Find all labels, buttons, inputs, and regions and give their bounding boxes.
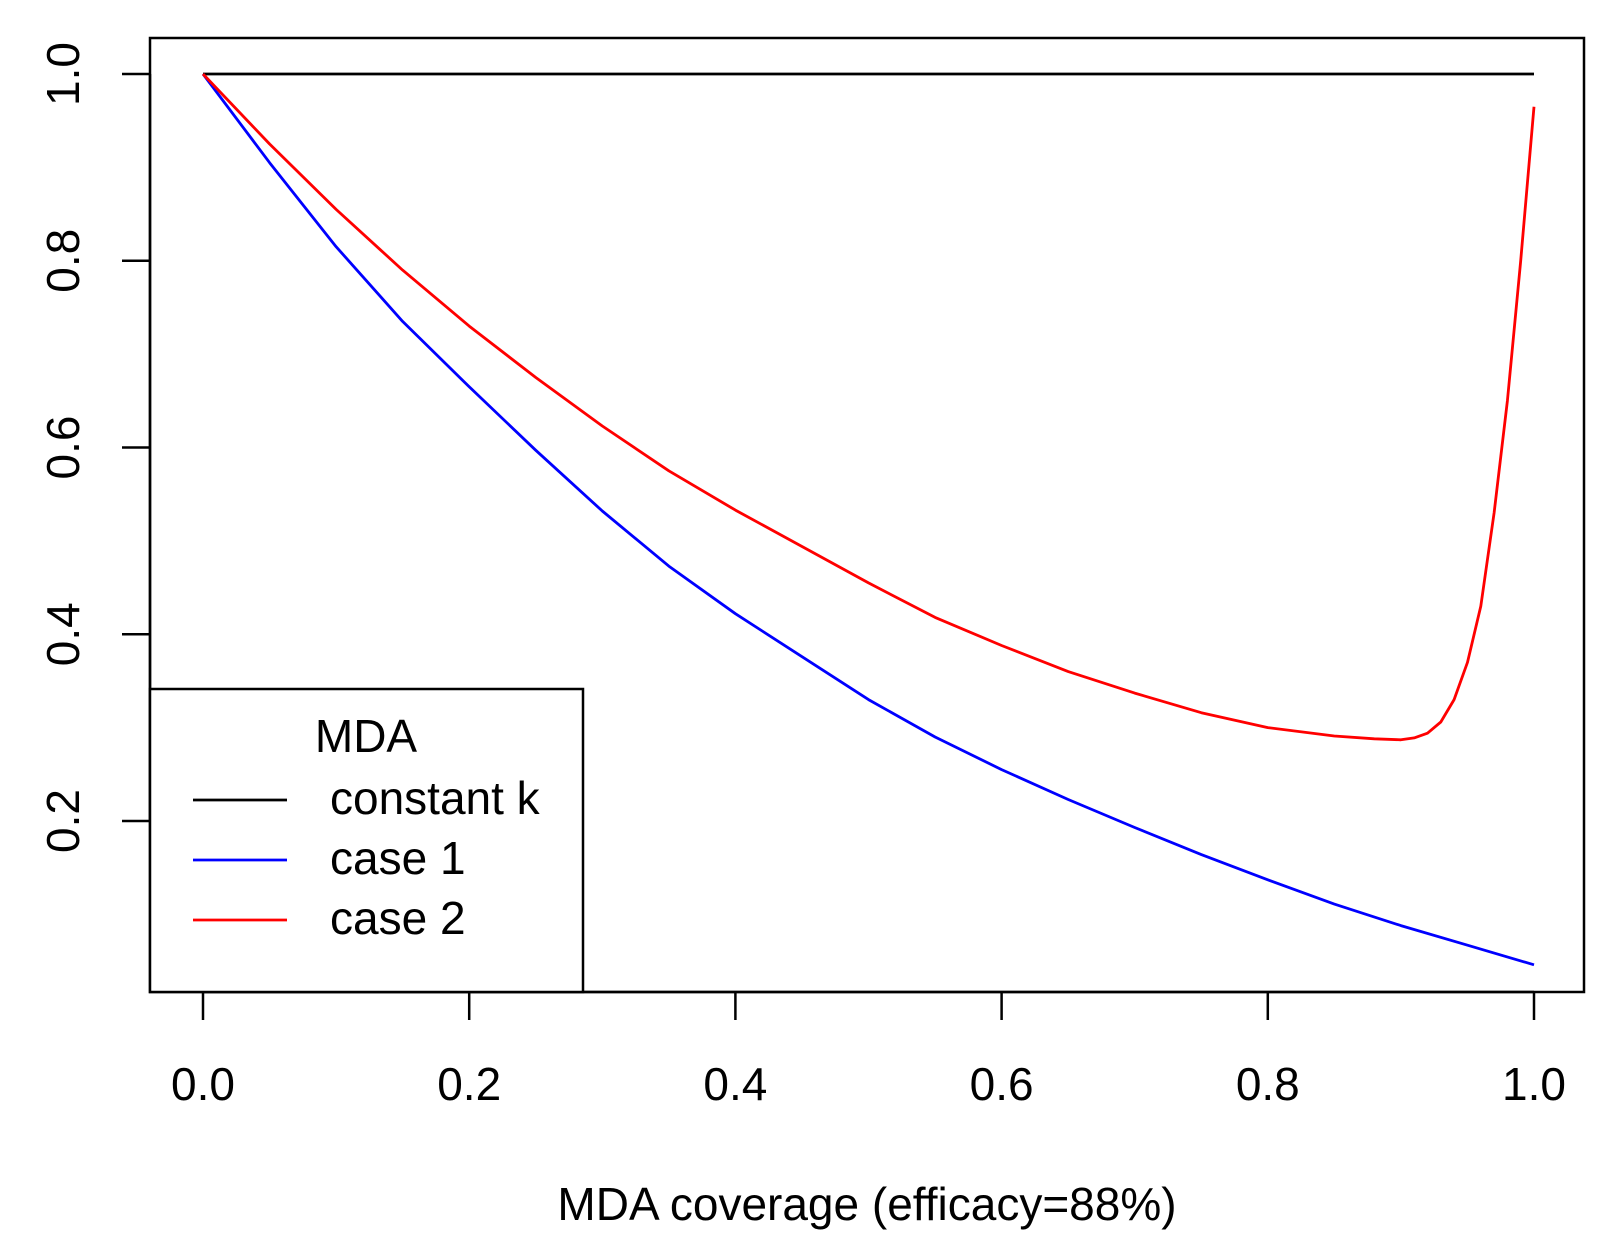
x-tick-label: 0.4: [703, 1058, 767, 1110]
x-axis: 0.0 0.2 0.4 0.6 0.8 1.0: [171, 990, 1566, 1110]
x-axis-label: MDA coverage (efficacy=88%): [557, 1178, 1176, 1230]
y-tick-label: 0.8: [37, 229, 89, 293]
series-line-3: [201, 73, 1536, 742]
y-tick-label: 0.4: [37, 602, 89, 666]
x-tick-label: 0.8: [1236, 1058, 1300, 1110]
x-tick-label: 1.0: [1502, 1058, 1566, 1110]
y-axis: 0.2 0.4 0.6 0.8 1.0: [37, 42, 152, 853]
legend: MDA constant k case 1 case 2: [148, 687, 585, 994]
legend-label: case 2: [330, 892, 466, 944]
series-layer: [201, 72, 1536, 967]
y-tick-label: 1.0: [37, 42, 89, 106]
legend-label: case 1: [330, 832, 466, 884]
x-tick-label: 0.6: [970, 1058, 1034, 1110]
y-tick-label: 0.6: [37, 416, 89, 480]
x-tick-label: 0.2: [437, 1058, 501, 1110]
y-tick-label: 0.2: [37, 789, 89, 853]
series-line-2: [201, 73, 1535, 967]
legend-entries: constant k case 1 case 2: [193, 772, 541, 944]
legend-box: [148, 687, 585, 994]
legend-label: constant k: [330, 772, 541, 824]
legend-title: MDA: [315, 710, 418, 762]
x-tick-label: 0.0: [171, 1058, 235, 1110]
